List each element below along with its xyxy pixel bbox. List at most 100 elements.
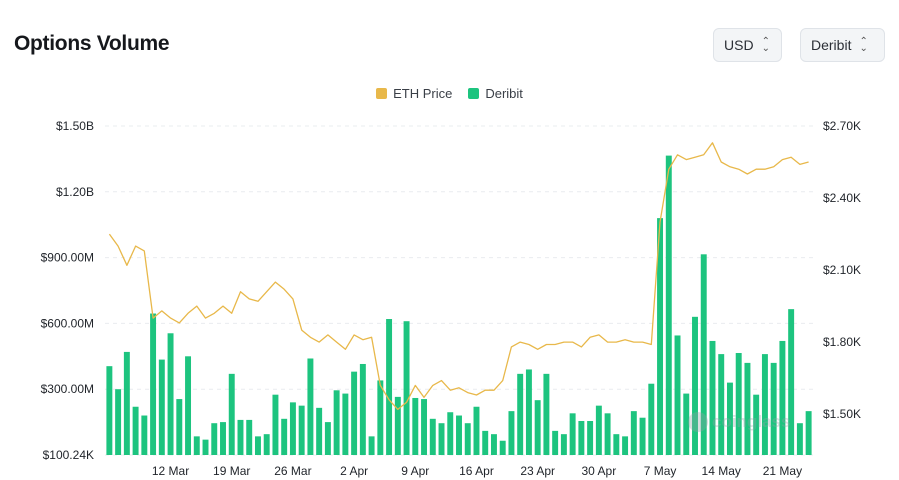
deribit-bar: [639, 417, 646, 455]
deribit-bar: [578, 421, 585, 455]
left-axis-tick-label: $900.00M: [41, 251, 94, 265]
watermark: coinglass: [688, 412, 790, 432]
deribit-bar: [552, 430, 559, 455]
deribit-bar: [753, 394, 760, 455]
x-axis-tick-label: 26 Mar: [274, 464, 311, 478]
deribit-bar: [508, 411, 515, 455]
deribit-bar: [718, 354, 725, 455]
deribit-bar: [464, 423, 471, 455]
deribit-swatch-icon: [468, 88, 480, 99]
deribit-bar: [482, 430, 489, 455]
deribit-bar: [106, 366, 113, 455]
deribit-bar: [254, 436, 261, 455]
left-axis-tick-label: $300.00M: [41, 382, 94, 396]
deribit-bar: [770, 362, 777, 455]
deribit-bar: [796, 423, 803, 455]
deribit-bar: [394, 396, 401, 455]
deribit-bar: [587, 421, 594, 455]
eth-price-swatch-icon: [376, 88, 388, 99]
deribit-bar: [534, 400, 541, 455]
deribit-bar: [403, 321, 410, 455]
currency-select[interactable]: USD ⌃ ⌄: [713, 28, 782, 62]
deribit-bar: [307, 358, 314, 455]
deribit-bar: [447, 412, 454, 455]
legend-item-deribit[interactable]: Deribit: [468, 86, 523, 101]
left-axis-tick-label: $100.24K: [43, 448, 94, 462]
left-axis-tick-label: $1.50B: [56, 119, 94, 133]
right-axis-tick-label: $2.40K: [823, 191, 861, 205]
x-axis-tick-label: 16 Apr: [459, 464, 494, 478]
x-axis-tick-label: 30 Apr: [582, 464, 617, 478]
deribit-bar: [202, 439, 209, 455]
watermark-text: coinglass: [712, 412, 791, 431]
deribit-bar: [132, 406, 139, 455]
x-axis-tick-label: 9 Apr: [401, 464, 429, 478]
deribit-bar: [517, 373, 524, 455]
deribit-bar: [622, 436, 629, 455]
deribit-bar: [281, 418, 288, 455]
deribit-bar: [525, 369, 532, 455]
deribit-bar: [613, 434, 620, 455]
deribit-bar: [150, 313, 157, 455]
deribit-bar: [211, 423, 218, 455]
deribit-bar: [246, 419, 253, 455]
deribit-bar: [351, 371, 358, 455]
exchange-select[interactable]: Deribit ⌃ ⌄: [800, 28, 885, 62]
eth-price-line-path: [108, 142, 809, 411]
legend-item-eth-price[interactable]: ETH Price: [376, 86, 452, 101]
deribit-bar: [237, 419, 244, 455]
deribit-bar: [115, 389, 122, 455]
deribit-bar: [316, 407, 323, 455]
deribit-bar: [359, 363, 366, 455]
x-axis-tick-label: 7 May: [644, 464, 677, 478]
deribit-bar: [289, 402, 296, 455]
right-axis-tick-label: $2.70K: [823, 119, 861, 133]
deribit-bar: [683, 393, 690, 455]
legend-label-deribit: Deribit: [485, 86, 523, 101]
deribit-bar: [473, 406, 480, 455]
deribit-bar: [368, 436, 375, 455]
deribit-bar: [158, 359, 165, 455]
deribit-bar: [726, 382, 733, 455]
page-title: Options Volume: [14, 32, 170, 55]
left-axis-tick-label: $1.20B: [56, 185, 94, 199]
x-axis-labels: 12 Mar 19 Mar 26 Mar 2 Apr 9 Apr 16 Apr 23 Apr…: [152, 464, 802, 478]
left-axis-labels: $100.24K $300.00M $600.00M $900.00M $1.20B $1…: [41, 119, 94, 462]
deribit-bar: [692, 316, 698, 455]
chevron-up-down-icon: ⌃ ⌄: [761, 36, 770, 54]
deribit-bar: [324, 422, 331, 455]
deribit-bar: [176, 399, 183, 455]
deribit-bars: [106, 155, 812, 456]
legend-label-eth-price: ETH Price: [393, 86, 453, 101]
deribit-bar: [167, 333, 174, 455]
deribit-bar: [560, 434, 567, 455]
deribit-bar: [298, 405, 305, 455]
deribit-bar: [700, 254, 707, 455]
x-axis-tick-label: 2 Apr: [340, 464, 368, 478]
x-axis-tick-label: 19 Mar: [213, 464, 250, 478]
deribit-bar: [595, 405, 602, 455]
deribit-bar: [630, 411, 637, 455]
x-axis-tick-label: 21 May: [763, 464, 802, 478]
deribit-bar: [263, 434, 270, 455]
deribit-bar: [761, 354, 768, 455]
deribit-bar: [499, 440, 506, 455]
chevron-up-down-icon: ⌃ ⌄: [859, 36, 868, 54]
deribit-bar: [333, 390, 340, 455]
deribit-bar: [228, 373, 235, 455]
deribit-bar: [185, 356, 192, 455]
deribit-bar: [123, 351, 130, 455]
deribit-bar: [648, 383, 655, 455]
coinglass-logo-icon: [688, 412, 708, 432]
deribit-bar: [735, 353, 742, 455]
deribit-bar: [569, 413, 576, 455]
deribit-bar: [429, 418, 436, 455]
deribit-bar: [456, 415, 462, 455]
deribit-bar: [141, 415, 148, 455]
deribit-bar: [421, 399, 428, 455]
left-axis-tick-label: $600.00M: [41, 316, 94, 330]
deribit-bar: [657, 218, 664, 455]
x-axis-tick-label: 14 May: [702, 464, 741, 478]
deribit-bar: [412, 397, 419, 455]
